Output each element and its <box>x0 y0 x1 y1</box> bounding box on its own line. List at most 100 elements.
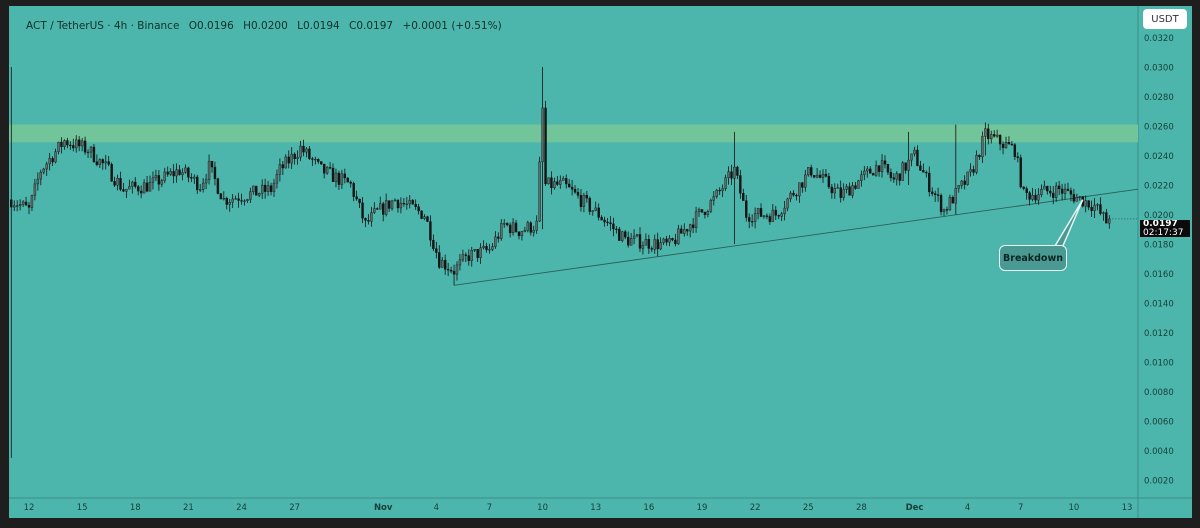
candle-up <box>455 264 459 275</box>
symbol-legend: ACT / TetherUS · 4h · Binance O0.0196 H0… <box>26 20 508 32</box>
y-tick-label: 0.0280 <box>1144 93 1174 103</box>
candle-up <box>201 182 205 190</box>
candle-down <box>464 254 468 256</box>
candle-up <box>984 128 987 137</box>
candle-down <box>573 189 577 193</box>
candle-up <box>724 177 727 189</box>
candle-up <box>709 200 713 212</box>
candle-up <box>399 202 403 209</box>
candle-down <box>1099 204 1102 214</box>
candle-up <box>249 191 252 200</box>
candle-up <box>907 159 910 171</box>
candle-down <box>337 172 341 185</box>
currency-button[interactable]: USDT <box>1143 9 1187 29</box>
candle-down <box>945 209 949 211</box>
candle-down <box>66 140 69 146</box>
candle-up <box>379 203 382 210</box>
candle-down <box>485 245 488 251</box>
candle-down <box>665 238 668 243</box>
candle-down <box>931 191 934 194</box>
candle-up <box>833 188 837 194</box>
candle-down <box>606 221 609 223</box>
candle-down <box>824 173 828 177</box>
candle-up <box>278 164 282 175</box>
x-tick-label: 13 <box>1122 503 1133 513</box>
candle-up <box>243 200 246 202</box>
candle-down <box>396 199 400 209</box>
y-tick-label: 0.0060 <box>1144 418 1174 428</box>
candle-down <box>936 194 940 196</box>
candle-down <box>830 186 834 194</box>
candle-down <box>302 145 305 153</box>
candle-down <box>113 181 116 186</box>
candle-down <box>919 165 922 171</box>
y-tick-label: 0.0040 <box>1144 447 1174 457</box>
candle-up <box>290 153 293 164</box>
candle-up <box>733 166 736 179</box>
candle-down <box>92 146 96 162</box>
candle-down <box>1028 192 1031 200</box>
candle-down <box>886 164 890 173</box>
candle-down <box>95 161 99 165</box>
y-tick-label: 0.0020 <box>1144 477 1174 487</box>
candle-down <box>420 210 423 219</box>
candle-up <box>305 148 308 153</box>
candle-down <box>626 236 630 246</box>
x-tick-label: 15 <box>77 503 88 513</box>
candle-up <box>48 158 51 165</box>
candle-up <box>1054 185 1058 198</box>
candle-down <box>134 181 137 187</box>
x-tick-label: Dec <box>906 503 924 513</box>
candle-down <box>210 160 214 168</box>
candle-down <box>529 222 532 233</box>
candle-up <box>1108 218 1111 224</box>
candle-down <box>998 134 1002 145</box>
candle-up <box>969 169 972 173</box>
candle-down <box>1072 194 1076 202</box>
candle-down <box>240 200 243 202</box>
candle-down <box>438 252 441 268</box>
candle-up <box>1031 194 1034 200</box>
candle-down <box>933 193 937 195</box>
candle-up <box>621 231 624 241</box>
close-value: C0.0197 <box>349 20 394 32</box>
candle-down <box>972 169 975 173</box>
candle-down <box>137 186 140 192</box>
low-value: L0.0194 <box>297 20 340 32</box>
candle-down <box>60 141 63 147</box>
candle-up <box>559 180 562 185</box>
candle-down <box>889 172 893 178</box>
candle-down <box>411 200 414 205</box>
candle-up <box>547 177 550 185</box>
candle-down <box>1019 157 1022 188</box>
candle-down <box>718 189 721 192</box>
candle-down <box>898 173 901 181</box>
candle-up <box>299 145 302 158</box>
chart-pane[interactable]: 0.0320 0.0300 0.0280 0.0260 0.0240 0.0220 0.02… <box>9 6 1192 518</box>
resistance-zone <box>9 124 1138 143</box>
candle-up <box>142 182 146 194</box>
candle-up <box>408 200 411 205</box>
candle-up <box>804 174 807 188</box>
candle-up <box>116 177 119 186</box>
candle-down <box>346 177 349 183</box>
candle-down <box>139 190 143 194</box>
candle-up <box>1037 194 1040 201</box>
candle-up <box>845 186 848 190</box>
x-tick-label: 25 <box>803 503 814 513</box>
candlestick-chart[interactable]: 0.0320 0.0300 0.0280 0.0260 0.0240 0.0220 0.02… <box>9 6 1192 518</box>
candle-down <box>166 171 169 175</box>
candle-down <box>603 219 606 223</box>
candle-up <box>954 187 958 204</box>
candle-down <box>435 248 438 253</box>
candle-down <box>680 228 683 234</box>
candle-up <box>33 183 37 196</box>
candle-down <box>293 153 296 159</box>
candle-down <box>818 174 822 178</box>
candle-up <box>384 200 388 215</box>
candle-down <box>1034 194 1037 201</box>
candle-up <box>783 207 786 215</box>
candle-down <box>263 184 267 192</box>
breakdown-callout[interactable]: Breakdown <box>999 245 1067 271</box>
x-tick-label: 16 <box>643 503 654 513</box>
